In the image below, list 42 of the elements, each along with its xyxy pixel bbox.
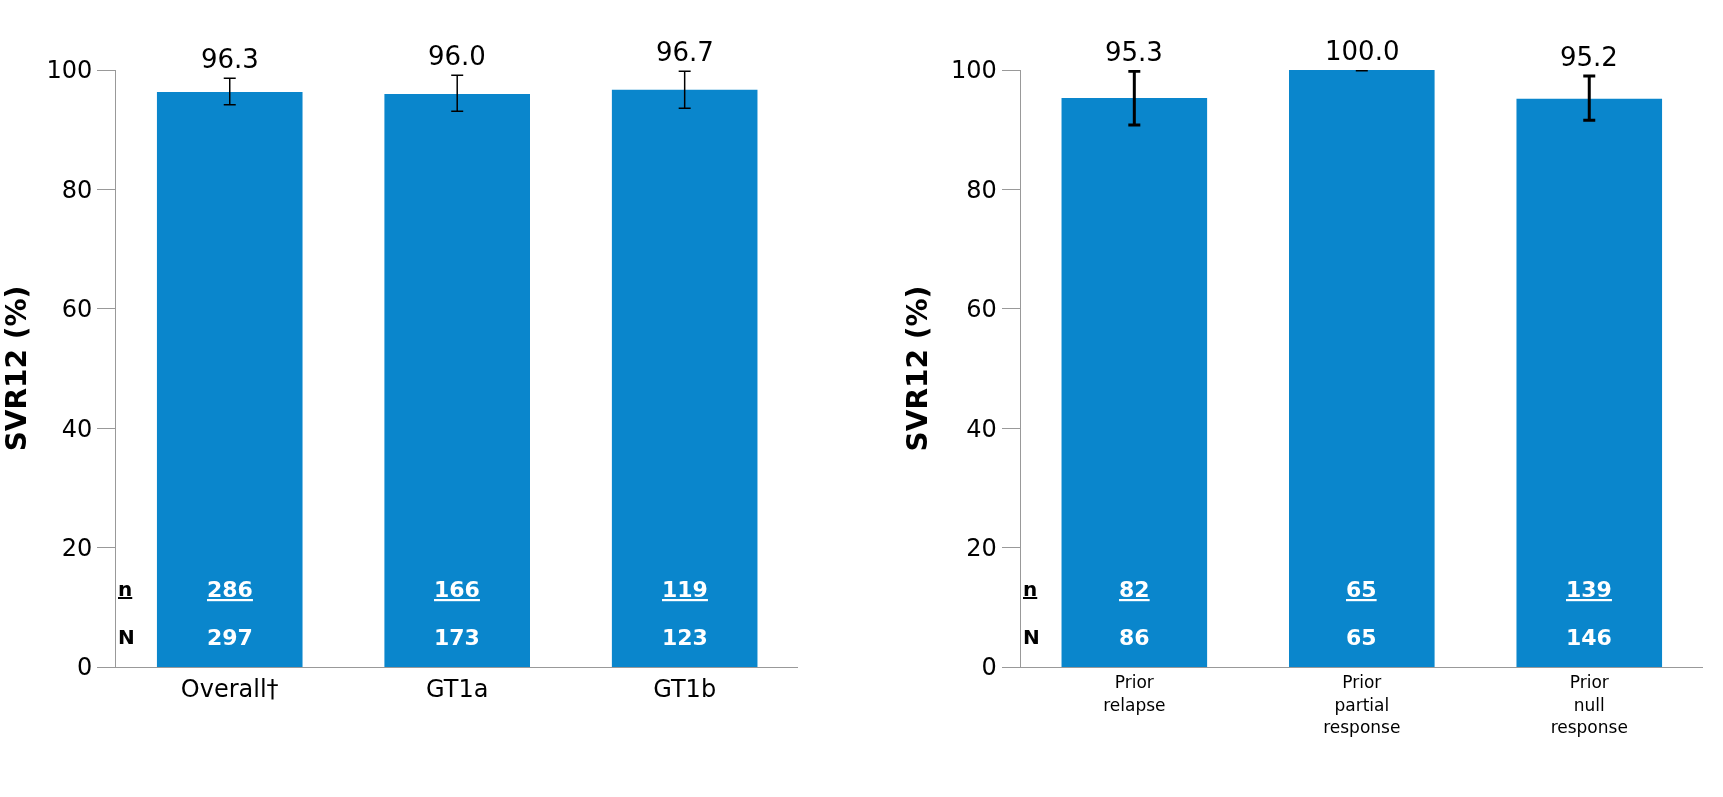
y-tick-label: 20 xyxy=(61,534,93,562)
annotation: 173 xyxy=(434,625,480,650)
y-axis-title: SVR12 (%) xyxy=(900,285,934,452)
annotation: 146 xyxy=(1566,625,1612,650)
y-tick-label: 20 xyxy=(966,534,997,562)
x-tick-label: Prior relapse xyxy=(1103,672,1166,715)
x-tick-label: GT1b xyxy=(653,674,717,703)
x-tick-label: Prior partial response xyxy=(1323,672,1401,737)
annotation: 166 xyxy=(434,577,480,602)
annotation: 139 xyxy=(1566,577,1612,602)
annotation: 286 xyxy=(207,577,253,602)
data-label: 95.3 xyxy=(1105,37,1163,67)
annotation: 297 xyxy=(207,625,253,650)
x-tick-label: Prior null response xyxy=(1550,672,1628,737)
annotation: 123 xyxy=(662,625,708,650)
data-label: 96.0 xyxy=(428,41,486,71)
y-tick-label: 60 xyxy=(966,295,997,324)
data-label: 96.7 xyxy=(656,37,714,67)
x-tick-label: Overall† xyxy=(180,674,279,703)
data-label: 96.3 xyxy=(201,44,259,74)
y-tick-label: 40 xyxy=(61,414,93,443)
annotation: n xyxy=(118,577,133,601)
annotation: n xyxy=(1023,577,1038,601)
annotation: N xyxy=(1023,625,1040,649)
annotation: 65 xyxy=(1346,625,1377,650)
y-tick-label: 0 xyxy=(981,653,997,682)
annotation: 82 xyxy=(1119,577,1150,602)
y-tick-label: 100 xyxy=(46,56,93,85)
annotation: 86 xyxy=(1119,625,1150,650)
y-axis-title: SVR12 (%) xyxy=(0,285,33,452)
y-tick-label: 60 xyxy=(61,295,93,324)
data-label: 95.2 xyxy=(1560,42,1618,72)
y-tick-label: 80 xyxy=(966,175,997,204)
x-tick-label: GT1a xyxy=(426,674,489,703)
annotation: 65 xyxy=(1346,577,1377,602)
y-tick-label: 40 xyxy=(966,414,997,443)
data-label: 100.0 xyxy=(1325,36,1400,66)
y-tick-label: 80 xyxy=(61,175,93,204)
annotation: 119 xyxy=(662,577,708,602)
annotation: N xyxy=(118,625,135,649)
y-tick-label: 0 xyxy=(76,653,93,682)
y-tick-label: 100 xyxy=(950,56,997,85)
